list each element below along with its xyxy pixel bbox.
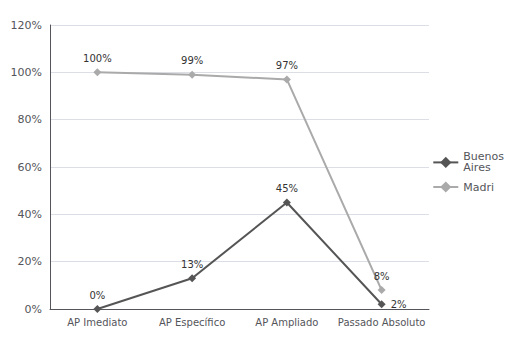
svg-text:2%: 2%: [391, 299, 407, 310]
svg-text:0%: 0%: [89, 290, 105, 301]
svg-text:100%: 100%: [11, 66, 42, 79]
svg-text:Passado Absoluto: Passado Absoluto: [338, 317, 426, 328]
svg-text:45%: 45%: [276, 183, 298, 194]
svg-text:80%: 80%: [18, 113, 42, 126]
svg-text:13%: 13%: [181, 259, 203, 270]
svg-text:Aires: Aires: [463, 161, 491, 174]
svg-text:100%: 100%: [83, 53, 112, 64]
svg-text:60%: 60%: [18, 161, 42, 174]
svg-text:20%: 20%: [18, 255, 42, 268]
svg-text:40%: 40%: [18, 208, 42, 221]
svg-text:AP Ampliado: AP Ampliado: [255, 317, 318, 328]
svg-text:99%: 99%: [181, 55, 203, 66]
svg-text:120%: 120%: [11, 19, 42, 32]
svg-text:0%: 0%: [25, 303, 42, 316]
svg-text:AP Imediato: AP Imediato: [67, 317, 127, 328]
svg-text:8%: 8%: [374, 271, 390, 282]
svg-text:Madri: Madri: [463, 181, 494, 194]
svg-text:97%: 97%: [276, 60, 298, 71]
svg-text:AP Específico: AP Específico: [159, 317, 225, 328]
svg-text:Buenos: Buenos: [463, 150, 504, 164]
